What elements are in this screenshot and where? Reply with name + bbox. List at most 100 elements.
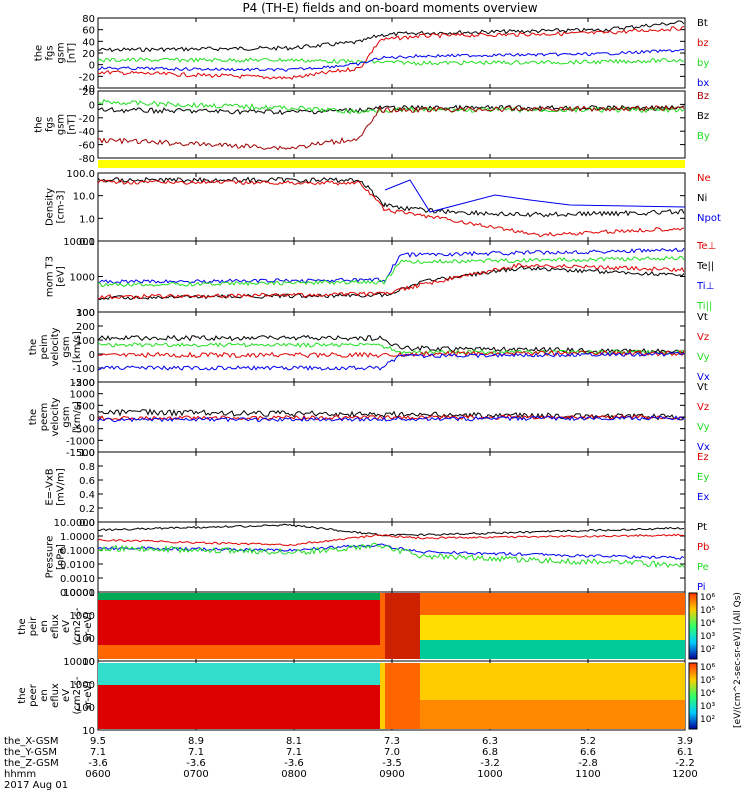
footer-value: -3.6 [284, 758, 304, 769]
colorbar-tick: 10² [700, 715, 715, 725]
y-tick-label: -200 [72, 378, 95, 389]
spectro-ion-low [420, 640, 685, 659]
legend-entry: By [697, 131, 710, 142]
y-axis-label: peem [39, 403, 50, 431]
y-tick-label: -1500 [66, 448, 95, 459]
legend-entry: Ey [697, 472, 709, 483]
footer-value: 1200 [672, 769, 697, 780]
y-tick-label: 0 [89, 413, 95, 424]
y-axis-label: the [17, 687, 28, 703]
colorbar-tick: 10⁴ [700, 619, 715, 629]
spectro-ion-core [98, 600, 380, 645]
panel-frame [97, 521, 686, 593]
y-tick-label: 60 [82, 26, 95, 37]
y-tick-label: -1000 [66, 436, 95, 447]
spectro-ion-transition [385, 593, 420, 659]
legend-entry: by [697, 58, 709, 69]
colorbar-tick: 10⁶ [700, 663, 715, 673]
legend-entry: Vz [697, 332, 709, 343]
y-axis-label: eflux [50, 683, 61, 708]
legend-entry: Vz [697, 402, 709, 413]
series-bz2 [97, 104, 685, 116]
y-axis-label: [cm-3] [56, 190, 67, 223]
legend-entry: Bz [697, 111, 709, 122]
y-tick-label: -40 [79, 84, 95, 95]
y-tick-label: -100 [72, 364, 95, 375]
footer-value: -2.8 [578, 758, 598, 769]
series-by [97, 57, 685, 66]
y-axis-label: eV [61, 689, 72, 702]
y-tick-label: 10.0 [73, 192, 95, 203]
footer-value: 1100 [575, 769, 600, 780]
y-tick-label: 20 [82, 87, 95, 98]
series-te-perp [98, 263, 685, 300]
panel-frame [97, 451, 686, 523]
legend-entry: Pb [697, 542, 709, 553]
legend-entry: Te|| [696, 261, 714, 272]
y-axis-label: sr-eV) [83, 612, 94, 641]
series-ti-par [97, 255, 685, 288]
y-axis-label: peer [28, 683, 39, 707]
footer-value: 5.2 [580, 736, 596, 747]
y-tick-label: 10 [82, 726, 95, 737]
spectro-e-top [98, 663, 380, 685]
legend-entry: Bt [697, 18, 708, 29]
colorbar-tick: 10⁵ [700, 606, 715, 616]
colorbar-tick: 10⁴ [700, 689, 715, 699]
series-vx [97, 351, 685, 371]
series-bz [97, 25, 685, 80]
y-axis-label: [nPa] [56, 544, 67, 570]
colorbar-tick: 10³ [700, 632, 715, 642]
y-tick-label: 10000 [63, 237, 95, 248]
y-axis-label: the [28, 339, 39, 355]
series-pb [97, 533, 685, 547]
y-tick-label: 1500 [70, 378, 95, 389]
y-axis-label: peim [39, 334, 50, 359]
series-npot [384, 179, 686, 213]
y-tick-label: 1.0000 [60, 532, 95, 543]
y-axis-label: [mV/m] [56, 468, 67, 506]
panel-frame [97, 90, 686, 159]
legend-entry: Ne [697, 173, 711, 184]
legend-entry: Pt [697, 522, 707, 533]
footer-value: 8.9 [188, 736, 204, 747]
y-tick-label: 500 [76, 401, 95, 412]
footer-row-label: hhmm [4, 769, 36, 780]
footer-value: 9.5 [90, 736, 106, 747]
footer-value: 7.1 [90, 747, 106, 758]
footer-value: 0900 [379, 769, 404, 780]
footer-value: -2.2 [675, 758, 695, 769]
y-tick-label: 0 [89, 61, 95, 72]
y-tick-label: 1.0 [79, 448, 95, 459]
y-tick-label: 10000 [63, 588, 95, 599]
y-tick-label: 20 [82, 49, 95, 60]
legend-entry: Vx [697, 442, 710, 453]
y-axis-label: E=-VxB [45, 468, 56, 505]
colorbar-tick: 10⁶ [700, 593, 715, 603]
series-vx-peem [97, 415, 685, 423]
y-axis-label: the [34, 116, 45, 132]
series-ni [97, 176, 685, 218]
legend-entry: Bz [697, 91, 709, 102]
legend-entry: Ex [697, 492, 709, 503]
footer-value: 7.3 [384, 736, 400, 747]
legend-entry: Ni [697, 193, 707, 204]
legend-entry: bz [697, 38, 709, 49]
legend-entry: Pi [697, 582, 706, 593]
footer-value: 3.9 [677, 736, 693, 747]
y-tick-label: 0.1000 [60, 546, 95, 557]
y-tick-label: 0 [89, 350, 95, 361]
y-axis-label: velocity [50, 397, 61, 436]
y-tick-label: 1000 [70, 390, 95, 401]
footer-row-label: 2017 Aug 01 [4, 780, 68, 791]
footer-value: -3.6 [88, 758, 108, 769]
colorbar-ion [688, 592, 698, 660]
y-axis-label: [km/s] [72, 331, 83, 363]
spectro-e-core [98, 685, 380, 729]
y-axis-label: eflux [50, 614, 61, 639]
y-axis-label: gsm [61, 336, 72, 357]
footer-value: 7.1 [286, 747, 302, 758]
y-tick-label: 0.0001 [60, 588, 95, 599]
spectro-ion-mid [420, 615, 685, 640]
